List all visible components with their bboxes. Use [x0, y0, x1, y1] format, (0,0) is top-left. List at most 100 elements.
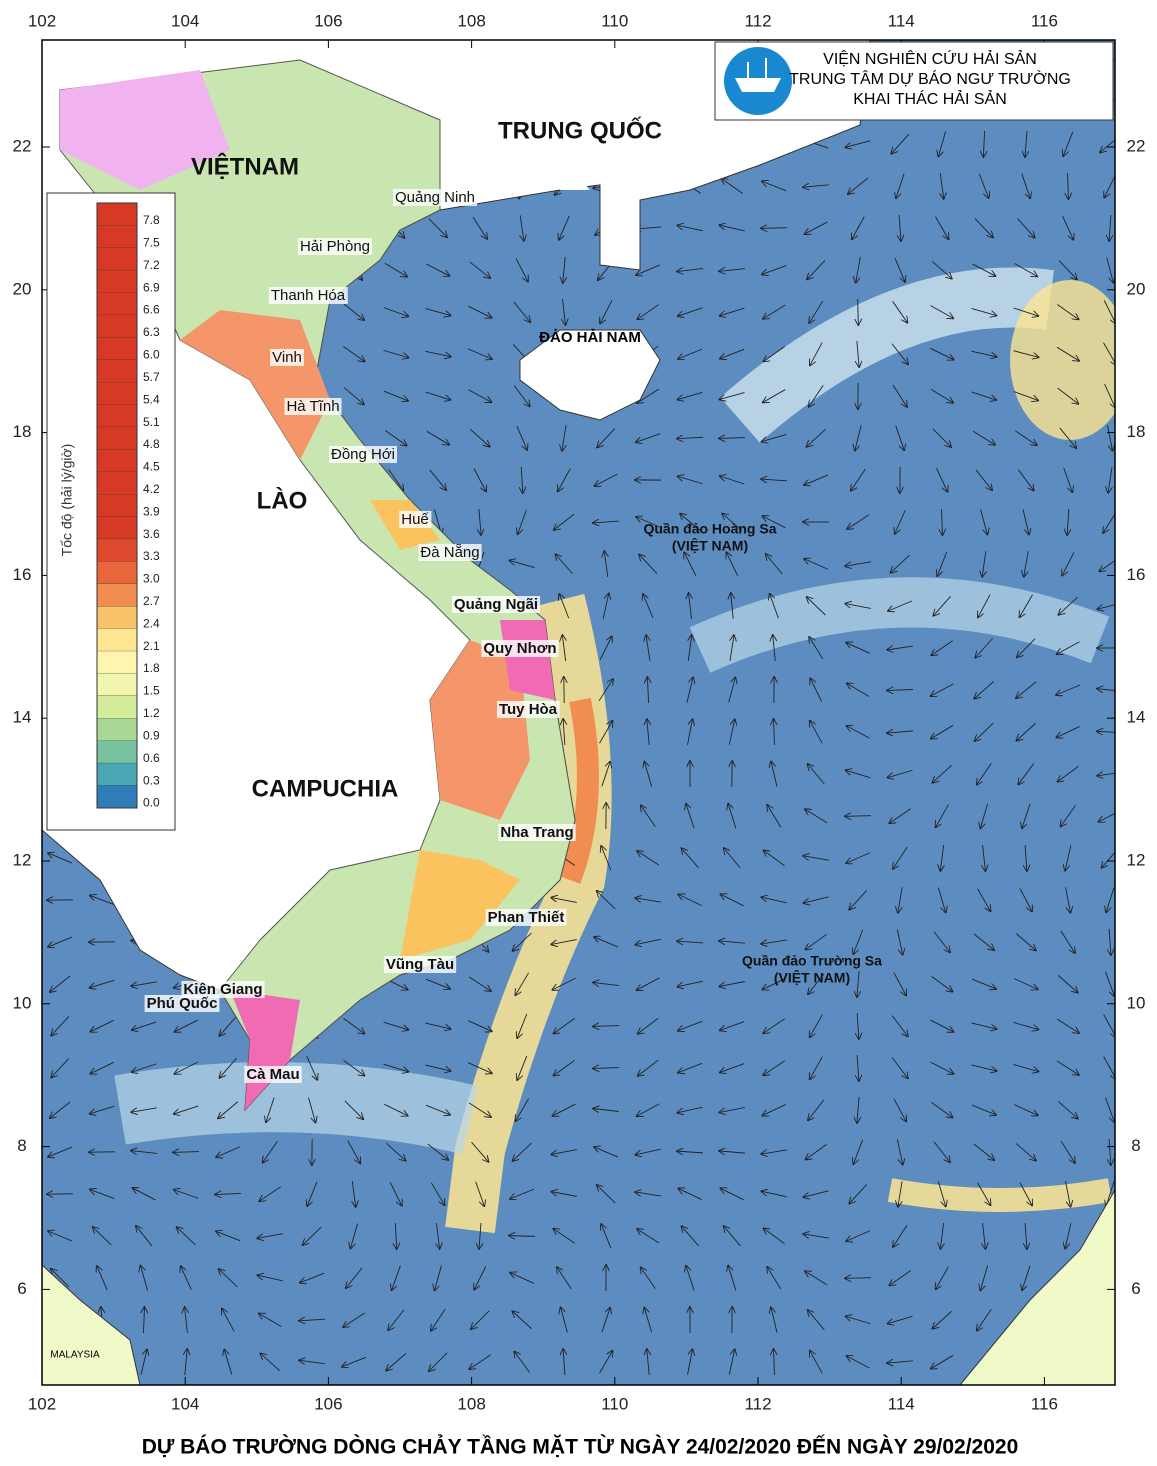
- legend-swatch: [97, 628, 137, 652]
- current-arrow: [636, 264, 661, 275]
- legend-swatch: [97, 673, 137, 697]
- current-arrow: [604, 551, 608, 577]
- current-arrow: [935, 216, 948, 239]
- place-label: Nha Trang: [500, 824, 573, 841]
- current-arrow: [510, 1188, 535, 1199]
- legend-swatch: [97, 270, 137, 294]
- legend-label: 2.7: [143, 594, 160, 608]
- current-arrow: [509, 1236, 536, 1237]
- place-label-background: [270, 348, 304, 366]
- current-arrow: [845, 561, 871, 566]
- current-arrow: [855, 425, 862, 450]
- current-arrow: [893, 1224, 908, 1247]
- y-tick-label: 20: [13, 279, 32, 298]
- current-arrow: [343, 387, 364, 405]
- current-arrow: [637, 388, 660, 403]
- legend: Tốc độ (hải lý/giờ) 7.8 7.5 7.2 6.9 6.6 6.3 6.…: [46, 192, 176, 831]
- y-tick-label: 16: [1127, 565, 1146, 584]
- current-arrow: [853, 1139, 864, 1164]
- current-arrow: [384, 1103, 407, 1115]
- current-arrow: [516, 425, 527, 450]
- current-band: [114, 1062, 479, 1155]
- current-arrow: [719, 225, 745, 232]
- current-arrow: [425, 350, 450, 356]
- current-arrow: [857, 1012, 859, 1039]
- current-arrow: [562, 635, 565, 661]
- current-arrow: [1056, 1060, 1079, 1075]
- current-arrow: [933, 1141, 950, 1162]
- current-arrow: [890, 554, 910, 573]
- current-arrow: [383, 390, 408, 401]
- legend-label: 1.2: [143, 706, 160, 720]
- current-arrow: [762, 433, 787, 441]
- y-tick-label: 22: [1127, 136, 1146, 155]
- current-arrow: [1019, 594, 1033, 617]
- x-tick-label: 116: [1031, 11, 1058, 30]
- y-tick-label: 18: [1127, 422, 1146, 441]
- current-arrow: [510, 560, 535, 569]
- place-label: Quảng Ninh: [395, 189, 475, 206]
- land: [555, 150, 590, 190]
- archipelago-label: Quần đảo Hoàng Sa: [643, 521, 776, 537]
- current-arrow: [762, 1104, 786, 1115]
- current-arrow: [343, 1017, 365, 1033]
- current-arrow: [808, 1310, 825, 1331]
- current-arrow: [343, 1059, 365, 1075]
- current-arrow: [174, 1019, 198, 1032]
- y-tick-label: 16: [13, 565, 32, 584]
- legend-swatch: [97, 359, 137, 383]
- legend-swatch: [97, 561, 137, 585]
- current-arrow: [763, 1018, 786, 1034]
- current-arrow: [1013, 1064, 1038, 1071]
- legend-swatch: [97, 695, 137, 719]
- current-arrow: [977, 763, 992, 784]
- current-arrow: [847, 1356, 870, 1369]
- current-arrow: [97, 1266, 108, 1291]
- current-arrow: [636, 517, 661, 528]
- place-label: Vũng Tàu: [386, 956, 454, 973]
- current-arrow: [724, 1226, 741, 1247]
- current-arrow: [977, 888, 991, 912]
- current-arrow: [469, 261, 490, 278]
- current-arrow: [173, 1152, 200, 1153]
- current-arrow: [936, 1266, 949, 1290]
- current-arrow: [931, 640, 953, 656]
- current-arrow: [771, 1307, 778, 1333]
- place-label: Quảng Ngãi: [454, 596, 538, 613]
- current-arrow: [513, 932, 532, 951]
- current-arrow: [761, 940, 787, 944]
- legend-swatch: [97, 516, 137, 540]
- current-arrow: [260, 1353, 280, 1371]
- place-label: Phan Thiết: [488, 909, 565, 926]
- current-arrow: [930, 347, 953, 359]
- current-arrow: [425, 308, 450, 316]
- current-arrow: [1097, 731, 1115, 732]
- current-arrow: [845, 604, 871, 609]
- current-arrow: [933, 931, 950, 953]
- place-label: Vinh: [272, 349, 302, 366]
- legend-swatch: [97, 337, 137, 361]
- current-arrow: [898, 887, 903, 913]
- current-arrow: [635, 1192, 661, 1197]
- current-arrow: [563, 257, 565, 283]
- legend-swatch: [97, 583, 137, 607]
- current-arrow: [513, 1142, 532, 1161]
- legend-title: Tốc độ (hải lý/giờ): [59, 444, 75, 557]
- current-arrow: [257, 1275, 283, 1282]
- x-tick-label: 112: [744, 11, 771, 30]
- current-arrow: [299, 1360, 325, 1363]
- place-label-background: [284, 397, 342, 415]
- legend-label: 5.7: [143, 370, 160, 384]
- current-arrow: [299, 1319, 326, 1321]
- current-arrow: [635, 898, 661, 903]
- x-tick-label: 116: [1031, 1394, 1058, 1413]
- current-arrow: [306, 1055, 318, 1080]
- current-arrow: [1101, 851, 1115, 868]
- legend-label: 6.0: [143, 348, 160, 362]
- current-arrow: [1025, 845, 1027, 871]
- current-arrow: [1097, 772, 1115, 776]
- current-arrow: [518, 509, 527, 534]
- current-arrow: [307, 1181, 318, 1206]
- current-arrow: [259, 1313, 282, 1327]
- current-arrow: [893, 846, 908, 869]
